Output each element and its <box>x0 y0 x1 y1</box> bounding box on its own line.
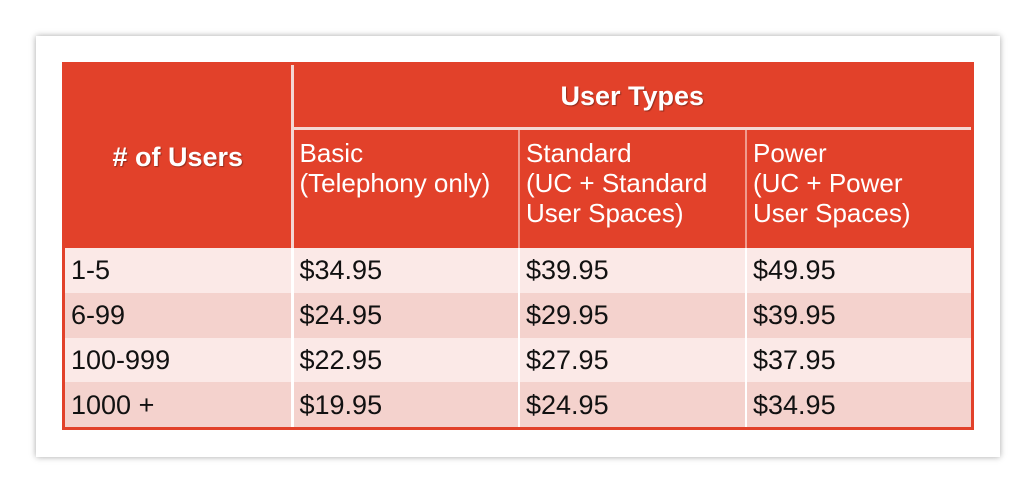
table-row: 1000 + $19.95 $24.95 $34.95 <box>65 382 971 427</box>
table-row: 6-99 $24.95 $29.95 $39.95 <box>65 292 971 338</box>
price-cell-power: $49.95 <box>746 248 971 293</box>
users-cell: 1000 + <box>65 382 294 427</box>
type-header-line: User Spaces) <box>526 198 684 228</box>
price-cell-power: $39.95 <box>746 292 971 338</box>
price-cell-basic: $19.95 <box>292 382 520 427</box>
type-header-line: (Telephony only) <box>299 168 491 198</box>
users-cell: 6-99 <box>65 292 294 338</box>
table-row: 100-999 $22.95 $27.95 $37.95 <box>65 337 971 383</box>
pricing-table-frame: # of Users User Types Basic (Telephony o… <box>62 62 974 430</box>
user-types-header: User Types <box>292 65 971 130</box>
type-header-power: Power (UC + Power User Spaces) <box>746 129 971 249</box>
price-cell-standard: $27.95 <box>519 337 747 383</box>
price-cell-basic: $22.95 <box>292 337 520 383</box>
users-cell: 100-999 <box>65 337 294 383</box>
price-cell-basic: $34.95 <box>292 248 520 293</box>
price-cell-power: $37.95 <box>746 337 971 383</box>
type-header-line: Power <box>753 138 827 168</box>
pricing-card: # of Users User Types Basic (Telephony o… <box>36 36 1000 457</box>
type-header-basic: Basic (Telephony only) <box>292 128 520 248</box>
price-cell-standard: $24.95 <box>519 382 747 427</box>
price-cell-standard: $29.95 <box>519 292 747 338</box>
pricing-table: # of Users User Types Basic (Telephony o… <box>65 65 971 427</box>
users-cell: 1-5 <box>65 248 294 293</box>
type-header-standard: Standard (UC + Standard User Spaces) <box>519 128 747 248</box>
users-column-header: # of Users <box>65 65 294 248</box>
type-header-line: Basic <box>299 138 364 168</box>
type-header-line: Standard <box>526 138 632 168</box>
type-header-line: User Spaces) <box>753 198 911 228</box>
price-cell-power: $34.95 <box>746 382 971 427</box>
table-row: 1-5 $34.95 $39.95 $49.95 <box>65 248 971 293</box>
price-cell-standard: $39.95 <box>519 248 747 293</box>
price-cell-basic: $24.95 <box>292 292 520 338</box>
type-header-line: (UC + Power <box>753 168 903 198</box>
type-header-line: (UC + Standard <box>526 168 708 198</box>
